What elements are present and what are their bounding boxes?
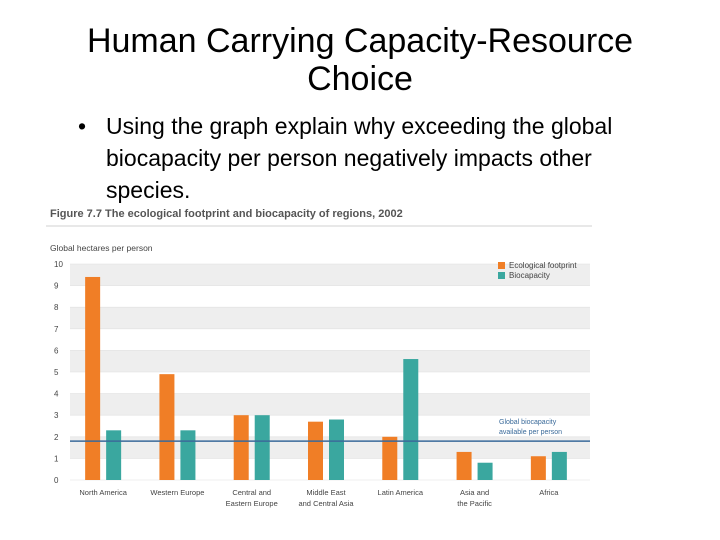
legend-label: Ecological footprint bbox=[509, 261, 577, 270]
biocapacity-bar bbox=[551, 451, 567, 480]
biocapacity-bar bbox=[403, 359, 419, 480]
footprint-bar bbox=[233, 415, 249, 480]
footprint-bar bbox=[382, 436, 398, 480]
footprint-bar bbox=[456, 451, 472, 480]
legend-swatch-biocapacity bbox=[498, 272, 505, 279]
bullet-text: Using the graph explain why exceeding th… bbox=[106, 113, 613, 203]
x-category-label: the Pacific bbox=[457, 499, 492, 508]
reference-line-label: available per person bbox=[499, 429, 562, 436]
y-tick-label: 6 bbox=[54, 346, 59, 355]
x-category-label: Eastern Europe bbox=[226, 499, 278, 508]
chart-title-rule bbox=[46, 225, 592, 227]
biocapacity-bar bbox=[180, 430, 196, 480]
y-tick-label: 4 bbox=[54, 390, 59, 399]
biocapacity-bar bbox=[106, 430, 122, 480]
y-tick-label: 0 bbox=[54, 476, 59, 485]
bar-chart: 0 1 2 3 4 5 6 7 8 9 10 Global hectares per person No… bbox=[50, 243, 590, 508]
x-category-label: Africa bbox=[539, 488, 559, 497]
biocapacity-bar bbox=[329, 419, 344, 480]
grid-band bbox=[70, 393, 590, 416]
y-tick-label: 7 bbox=[54, 325, 59, 334]
y-tick-label: 2 bbox=[54, 433, 59, 442]
footprint-bar bbox=[159, 374, 175, 480]
footprint-bar bbox=[308, 421, 323, 480]
legend-label: Biocapacity bbox=[509, 271, 550, 280]
grid-band bbox=[70, 264, 590, 286]
y-tick-label: 1 bbox=[54, 454, 59, 463]
x-category-label: and Central Asia bbox=[298, 499, 354, 508]
reference-line-label: Global biocapacity bbox=[499, 419, 557, 426]
x-category-label: Central and bbox=[232, 488, 271, 497]
chart-figure: Figure 7.7 The ecological footprint and … bbox=[42, 206, 592, 516]
y-tick-label: 8 bbox=[54, 303, 59, 312]
x-category-label: Middle East bbox=[306, 488, 346, 497]
legend-swatch-footprint bbox=[498, 262, 505, 269]
bullet-icon: • bbox=[78, 113, 87, 139]
x-category-label: Asia and bbox=[460, 488, 489, 497]
y-tick-label: 3 bbox=[54, 411, 59, 420]
y-axis-label: Global hectares per person bbox=[50, 243, 153, 253]
bullet-point: • Using the graph explain why exceeding … bbox=[78, 110, 638, 206]
footprint-bar bbox=[85, 276, 101, 480]
footprint-bar bbox=[530, 456, 546, 480]
grid-band bbox=[70, 307, 590, 329]
slide-title: Human Carrying Capacity-Resource Choice bbox=[86, 22, 634, 98]
x-category-label: Western Europe bbox=[150, 488, 204, 497]
y-tick-label: 9 bbox=[54, 282, 59, 291]
biocapacity-bar bbox=[254, 415, 270, 480]
y-tick-label: 5 bbox=[54, 368, 59, 377]
x-category-label: Latin America bbox=[378, 488, 424, 497]
y-tick-label: 10 bbox=[54, 260, 63, 269]
chart-title: Figure 7.7 The ecological footprint and … bbox=[50, 208, 403, 220]
grid-band bbox=[70, 350, 590, 372]
biocapacity-bar bbox=[477, 462, 493, 480]
x-category-label: North America bbox=[79, 488, 127, 497]
